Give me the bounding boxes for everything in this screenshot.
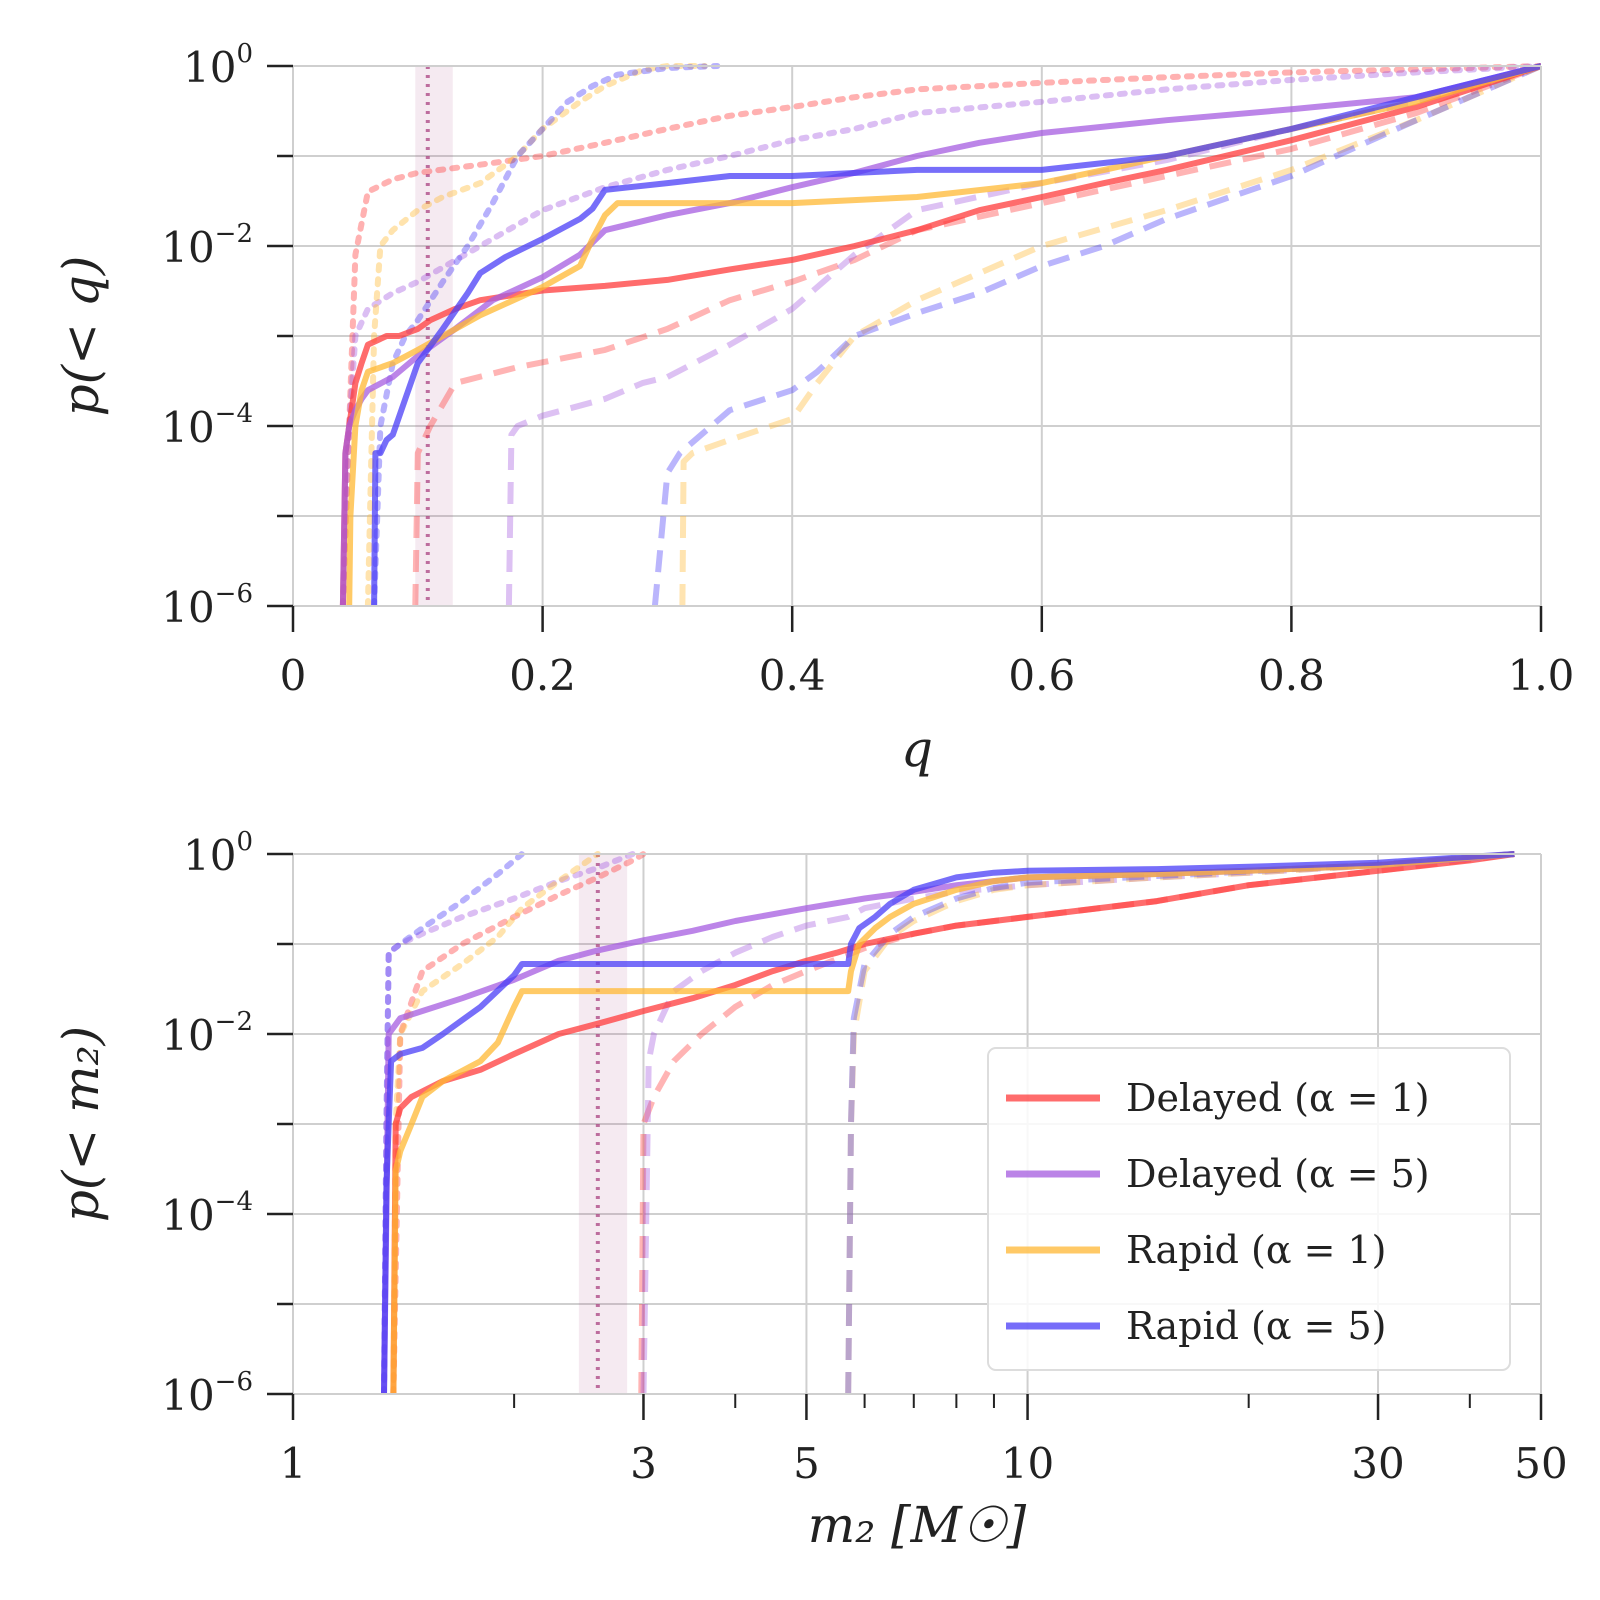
series-line-dashed: [845, 851, 1515, 1394]
observed-band: [578, 854, 628, 1394]
series-line-dashed: [651, 63, 1541, 606]
y-tick-label: 10−4: [161, 399, 253, 452]
x-tick-label: 10: [1001, 1439, 1054, 1488]
x-tick-label: 0: [280, 651, 307, 700]
bottom-chart-m2: 100 10−2 10−4 10−6 1 3 5 10 30 50 m₂ [M☉] p(< m₂) De…: [52, 827, 1568, 1554]
series-group: [381, 851, 1515, 1394]
series-line-dashed: [638, 851, 1515, 1394]
x-tick-label: 3: [630, 1439, 657, 1488]
series-line-solid: [381, 851, 1515, 1394]
x-axis-label: q: [901, 720, 933, 778]
x-tick-label: 30: [1351, 1439, 1404, 1488]
y-tick-label: 10−2: [161, 1007, 253, 1060]
x-tick-label: 50: [1514, 1439, 1567, 1488]
series-line-dotted: [339, 63, 1541, 606]
series-line-dotted: [364, 63, 708, 606]
legend-entry-label: Rapid (α = 1): [1126, 1228, 1387, 1272]
series-line-dotted: [371, 63, 721, 606]
legend-entry-label: Delayed (α = 5): [1126, 1152, 1430, 1196]
y-axis-label: p(< q): [52, 256, 110, 417]
x-tick-label: 1: [280, 1439, 307, 1488]
series-group: [339, 63, 1541, 606]
x-tick-label: 0.2: [509, 651, 576, 700]
top-chart-q: 100 10−2 10−4 10−6 0 0.2 0.4 0.6 0.8 1.0 q p(< q): [52, 39, 1574, 778]
y-tick-label: 100: [183, 39, 253, 92]
x-tick-label: 0.8: [1258, 651, 1325, 700]
series-line-dashed: [412, 63, 1541, 606]
series-line-dotted: [339, 63, 1541, 606]
legend-box: [987, 1047, 1511, 1371]
y-tick-label: 10−4: [161, 1187, 253, 1240]
x-tick-label: 5: [793, 1439, 820, 1488]
legend: Delayed (α = 1) Delayed (α = 5) Rapid (α =…: [987, 1047, 1511, 1371]
x-tick-label: 0.6: [1008, 651, 1075, 700]
y-tick-label: 10−2: [161, 219, 253, 272]
series-line-solid: [339, 63, 1541, 606]
series-line-solid: [390, 851, 1515, 1394]
y-tick-label: 10−6: [161, 579, 253, 632]
y-axis-label: p(< m₂): [52, 1026, 110, 1222]
series-line-solid: [371, 63, 1541, 606]
series-line-solid: [346, 63, 1541, 606]
x-tick-label: 0.4: [759, 651, 826, 700]
legend-entry-label: Rapid (α = 5): [1126, 1304, 1387, 1348]
y-tick-label: 10−6: [161, 1367, 253, 1420]
legend-entry-label: Delayed (α = 1): [1126, 1076, 1430, 1120]
x-tick-label: 1.0: [1508, 651, 1575, 700]
series-line-dotted: [390, 851, 601, 1394]
y-tick-label: 100: [183, 827, 253, 880]
x-axis-label: m₂ [M☉]: [808, 1496, 1027, 1554]
